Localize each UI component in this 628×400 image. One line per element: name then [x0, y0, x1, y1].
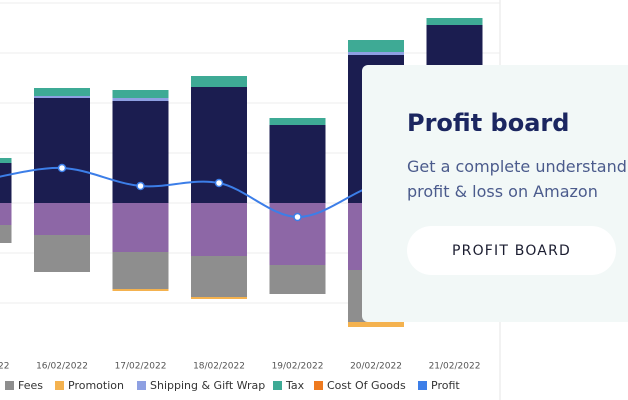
bar-segment — [269, 118, 326, 125]
profit-point — [293, 212, 302, 222]
x-tick-label: 17/02/2022 — [115, 362, 167, 372]
legend-swatch — [137, 381, 146, 390]
card-title: Profit board — [407, 109, 570, 137]
bar-segment — [112, 289, 169, 291]
bar-segment — [426, 18, 483, 25]
profit-board-button[interactable]: PROFIT BOARD — [407, 226, 616, 275]
bar-segment — [269, 265, 326, 294]
x-tick-label: 19/02/2022 — [272, 362, 324, 372]
bar-segment — [0, 163, 12, 203]
legend-swatch — [418, 381, 427, 390]
legend-swatch — [273, 381, 282, 390]
x-tick-label: 20/02/2022 — [350, 362, 402, 372]
legend-swatch — [314, 381, 323, 390]
bar-segment — [348, 40, 404, 52]
bar-segment — [269, 125, 326, 203]
bar-segment — [191, 256, 247, 297]
bar-segment — [0, 225, 12, 243]
bar-segment — [348, 322, 404, 327]
legend-label: Profit — [431, 379, 460, 392]
profit-point — [136, 181, 145, 191]
bar-segment — [34, 203, 90, 235]
card-text: profit & loss on Amazon — [407, 182, 598, 201]
x-tick-label: 15/02/2022 — [0, 362, 9, 372]
bar-segment — [34, 98, 90, 203]
bar-segment — [112, 252, 169, 289]
bar-segment — [34, 88, 90, 96]
x-tick-label: 18/02/2022 — [193, 362, 245, 372]
profit-point — [214, 178, 224, 188]
bar-segment — [348, 52, 404, 55]
x-tick-label: 16/02/2022 — [36, 362, 88, 372]
legend-label: Fees — [18, 379, 43, 392]
legend-label: Shipping & Gift Wrap — [150, 379, 265, 392]
card-text: Get a complete understand — [407, 157, 627, 176]
bar-segment — [191, 76, 247, 87]
profit-point — [57, 163, 67, 173]
bar-segment — [112, 203, 169, 252]
bar-segment — [34, 235, 90, 272]
bar-segment — [112, 98, 169, 101]
legend-label: Tax — [285, 379, 305, 392]
bar-segment — [191, 203, 247, 256]
legend-label: Cost Of Goods — [327, 379, 406, 392]
legend-swatch — [5, 381, 14, 390]
profit-card: Profit board Get a complete understand p… — [362, 65, 628, 322]
bar-segment — [0, 203, 12, 225]
bar-segment — [0, 158, 12, 163]
legend-swatch — [55, 381, 64, 390]
x-tick-label: 21/02/2022 — [429, 362, 481, 372]
bar-segment — [191, 297, 247, 299]
bar-segment — [34, 96, 90, 98]
legend-label: Promotion — [68, 379, 124, 392]
bar-segment — [112, 90, 169, 98]
